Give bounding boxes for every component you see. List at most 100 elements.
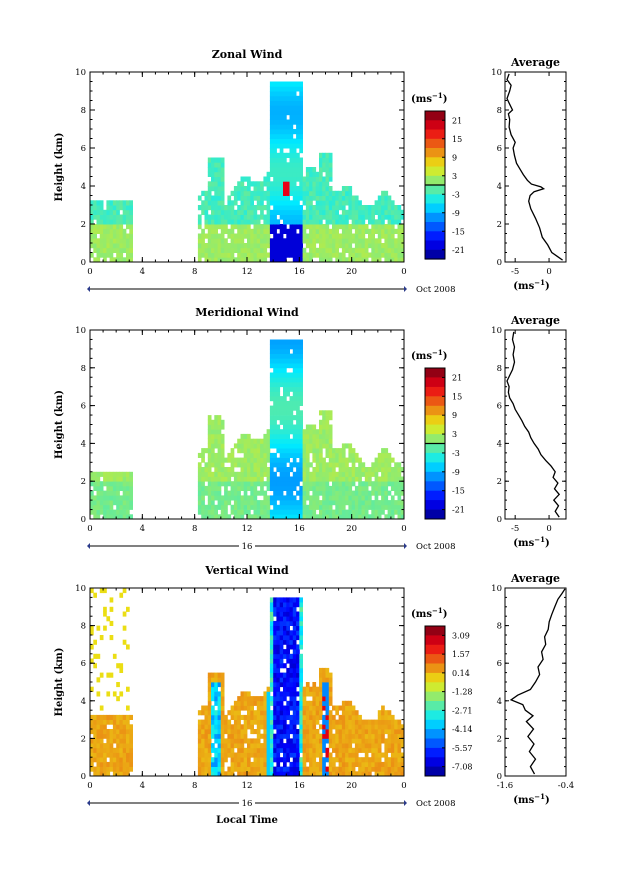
heatmap-cell	[250, 752, 254, 758]
heatmap-cell	[305, 504, 310, 510]
heatmap-cell	[233, 257, 238, 263]
heatmap-cell	[328, 691, 333, 697]
heatmap-cell	[116, 485, 120, 491]
heatmap-cell	[309, 747, 313, 753]
heatmap-cell	[358, 467, 362, 473]
heatmap-cell	[126, 224, 130, 230]
heatmap-cell	[126, 247, 130, 253]
heatmap-cell	[364, 509, 369, 515]
heatmap-cell	[276, 205, 281, 211]
heatmap-cell	[358, 247, 362, 253]
heatmap-cell	[243, 729, 248, 735]
heatmap-cell	[273, 443, 277, 449]
heatmap-cell	[335, 719, 339, 725]
heatmap-cell	[332, 471, 336, 477]
heatmap-cell	[305, 771, 310, 777]
heatmap-cell	[387, 504, 392, 510]
heatmap-cell	[384, 205, 389, 211]
heatmap-cell	[237, 514, 241, 520]
heatmap-cell	[279, 91, 284, 97]
heatmap-cell	[381, 761, 385, 767]
heatmap-cell	[384, 457, 389, 463]
heatmap-cell	[289, 339, 294, 345]
heatmap-cell	[273, 119, 277, 125]
heatmap-cell	[240, 743, 245, 749]
heatmap-cell	[299, 667, 303, 673]
heatmap-cell	[390, 257, 395, 263]
heatmap-cell	[286, 110, 290, 116]
heatmap-cell	[302, 429, 307, 435]
heatmap-cell	[93, 653, 97, 659]
heatmap-cell	[292, 653, 297, 659]
heatmap-cell	[381, 495, 385, 501]
heatmap-cell	[269, 481, 274, 487]
date-bar-label: 16	[242, 799, 253, 809]
heatmap-cell	[211, 481, 215, 487]
heatmap-cell	[289, 209, 294, 215]
heatmap-cell	[289, 696, 294, 702]
colorbar-frame	[424, 625, 446, 777]
heatmap-cell	[394, 733, 398, 739]
heatmap-cell	[387, 476, 392, 482]
heatmap-cell	[400, 724, 405, 730]
heatmap-cell	[286, 509, 290, 515]
heatmap-cell	[335, 471, 339, 477]
heatmap-cell	[240, 771, 245, 777]
heatmap-cell	[387, 733, 392, 739]
heatmap-cell	[106, 504, 111, 510]
heatmap-cell	[207, 500, 212, 506]
heatmap-cell	[230, 247, 235, 253]
heatmap-cell	[348, 714, 353, 720]
heatmap-cell	[220, 691, 225, 697]
heatmap-cell	[286, 219, 290, 225]
heatmap-cell	[381, 457, 385, 463]
heatmap-cell	[299, 81, 303, 87]
heatmap-cell	[119, 495, 124, 501]
heatmap-cell	[319, 462, 323, 468]
heatmap-cell	[126, 219, 130, 225]
heatmap-cell	[217, 433, 222, 439]
heatmap-cell	[247, 485, 251, 491]
heatmap-cell	[319, 471, 323, 477]
heatmap-cell	[243, 186, 248, 192]
heatmap-cell	[269, 438, 274, 444]
heatmap-cell	[256, 752, 261, 758]
heatmap-cell	[217, 424, 222, 430]
heatmap-cell	[390, 200, 395, 206]
heatmap-cell	[220, 233, 225, 239]
colorbar-tick-label: 1.57	[452, 650, 470, 659]
heatmap-cell	[90, 209, 94, 215]
heatmap-cell	[361, 757, 366, 763]
heatmap-cell	[400, 729, 405, 735]
heatmap-cell	[96, 719, 101, 725]
heatmap-cell	[296, 186, 300, 192]
heatmap-cell	[390, 471, 395, 477]
heatmap-cell	[322, 200, 326, 206]
colorbar-bin	[425, 626, 445, 636]
heatmap-cell	[201, 500, 205, 506]
heatmap-cell	[279, 190, 284, 196]
heatmap-cell	[276, 367, 281, 373]
heatmap-cell	[279, 167, 284, 173]
heatmap-cell	[106, 471, 111, 477]
heatmap-cell	[243, 247, 248, 253]
heatmap-cell	[394, 214, 398, 220]
heatmap-cell	[273, 700, 277, 706]
heatmap-cell	[220, 443, 225, 449]
heatmap-cell	[354, 747, 359, 753]
heatmap-cell	[106, 205, 111, 211]
heatmap-cell	[335, 257, 339, 263]
heatmap-cell	[387, 219, 392, 225]
heatmap-cell	[292, 639, 297, 645]
heatmap-cell	[273, 181, 277, 187]
heatmap-cell	[224, 490, 228, 496]
heatmap-cell	[247, 176, 251, 182]
heatmap-cell	[299, 400, 303, 406]
heatmap-cell	[260, 724, 264, 730]
heatmap-cell	[377, 224, 382, 230]
heatmap-cell	[106, 672, 111, 678]
heatmap-cell	[354, 471, 359, 477]
heatmap-cell	[305, 724, 310, 730]
heatmap-cell	[328, 209, 333, 215]
heatmap-cell	[217, 691, 222, 697]
